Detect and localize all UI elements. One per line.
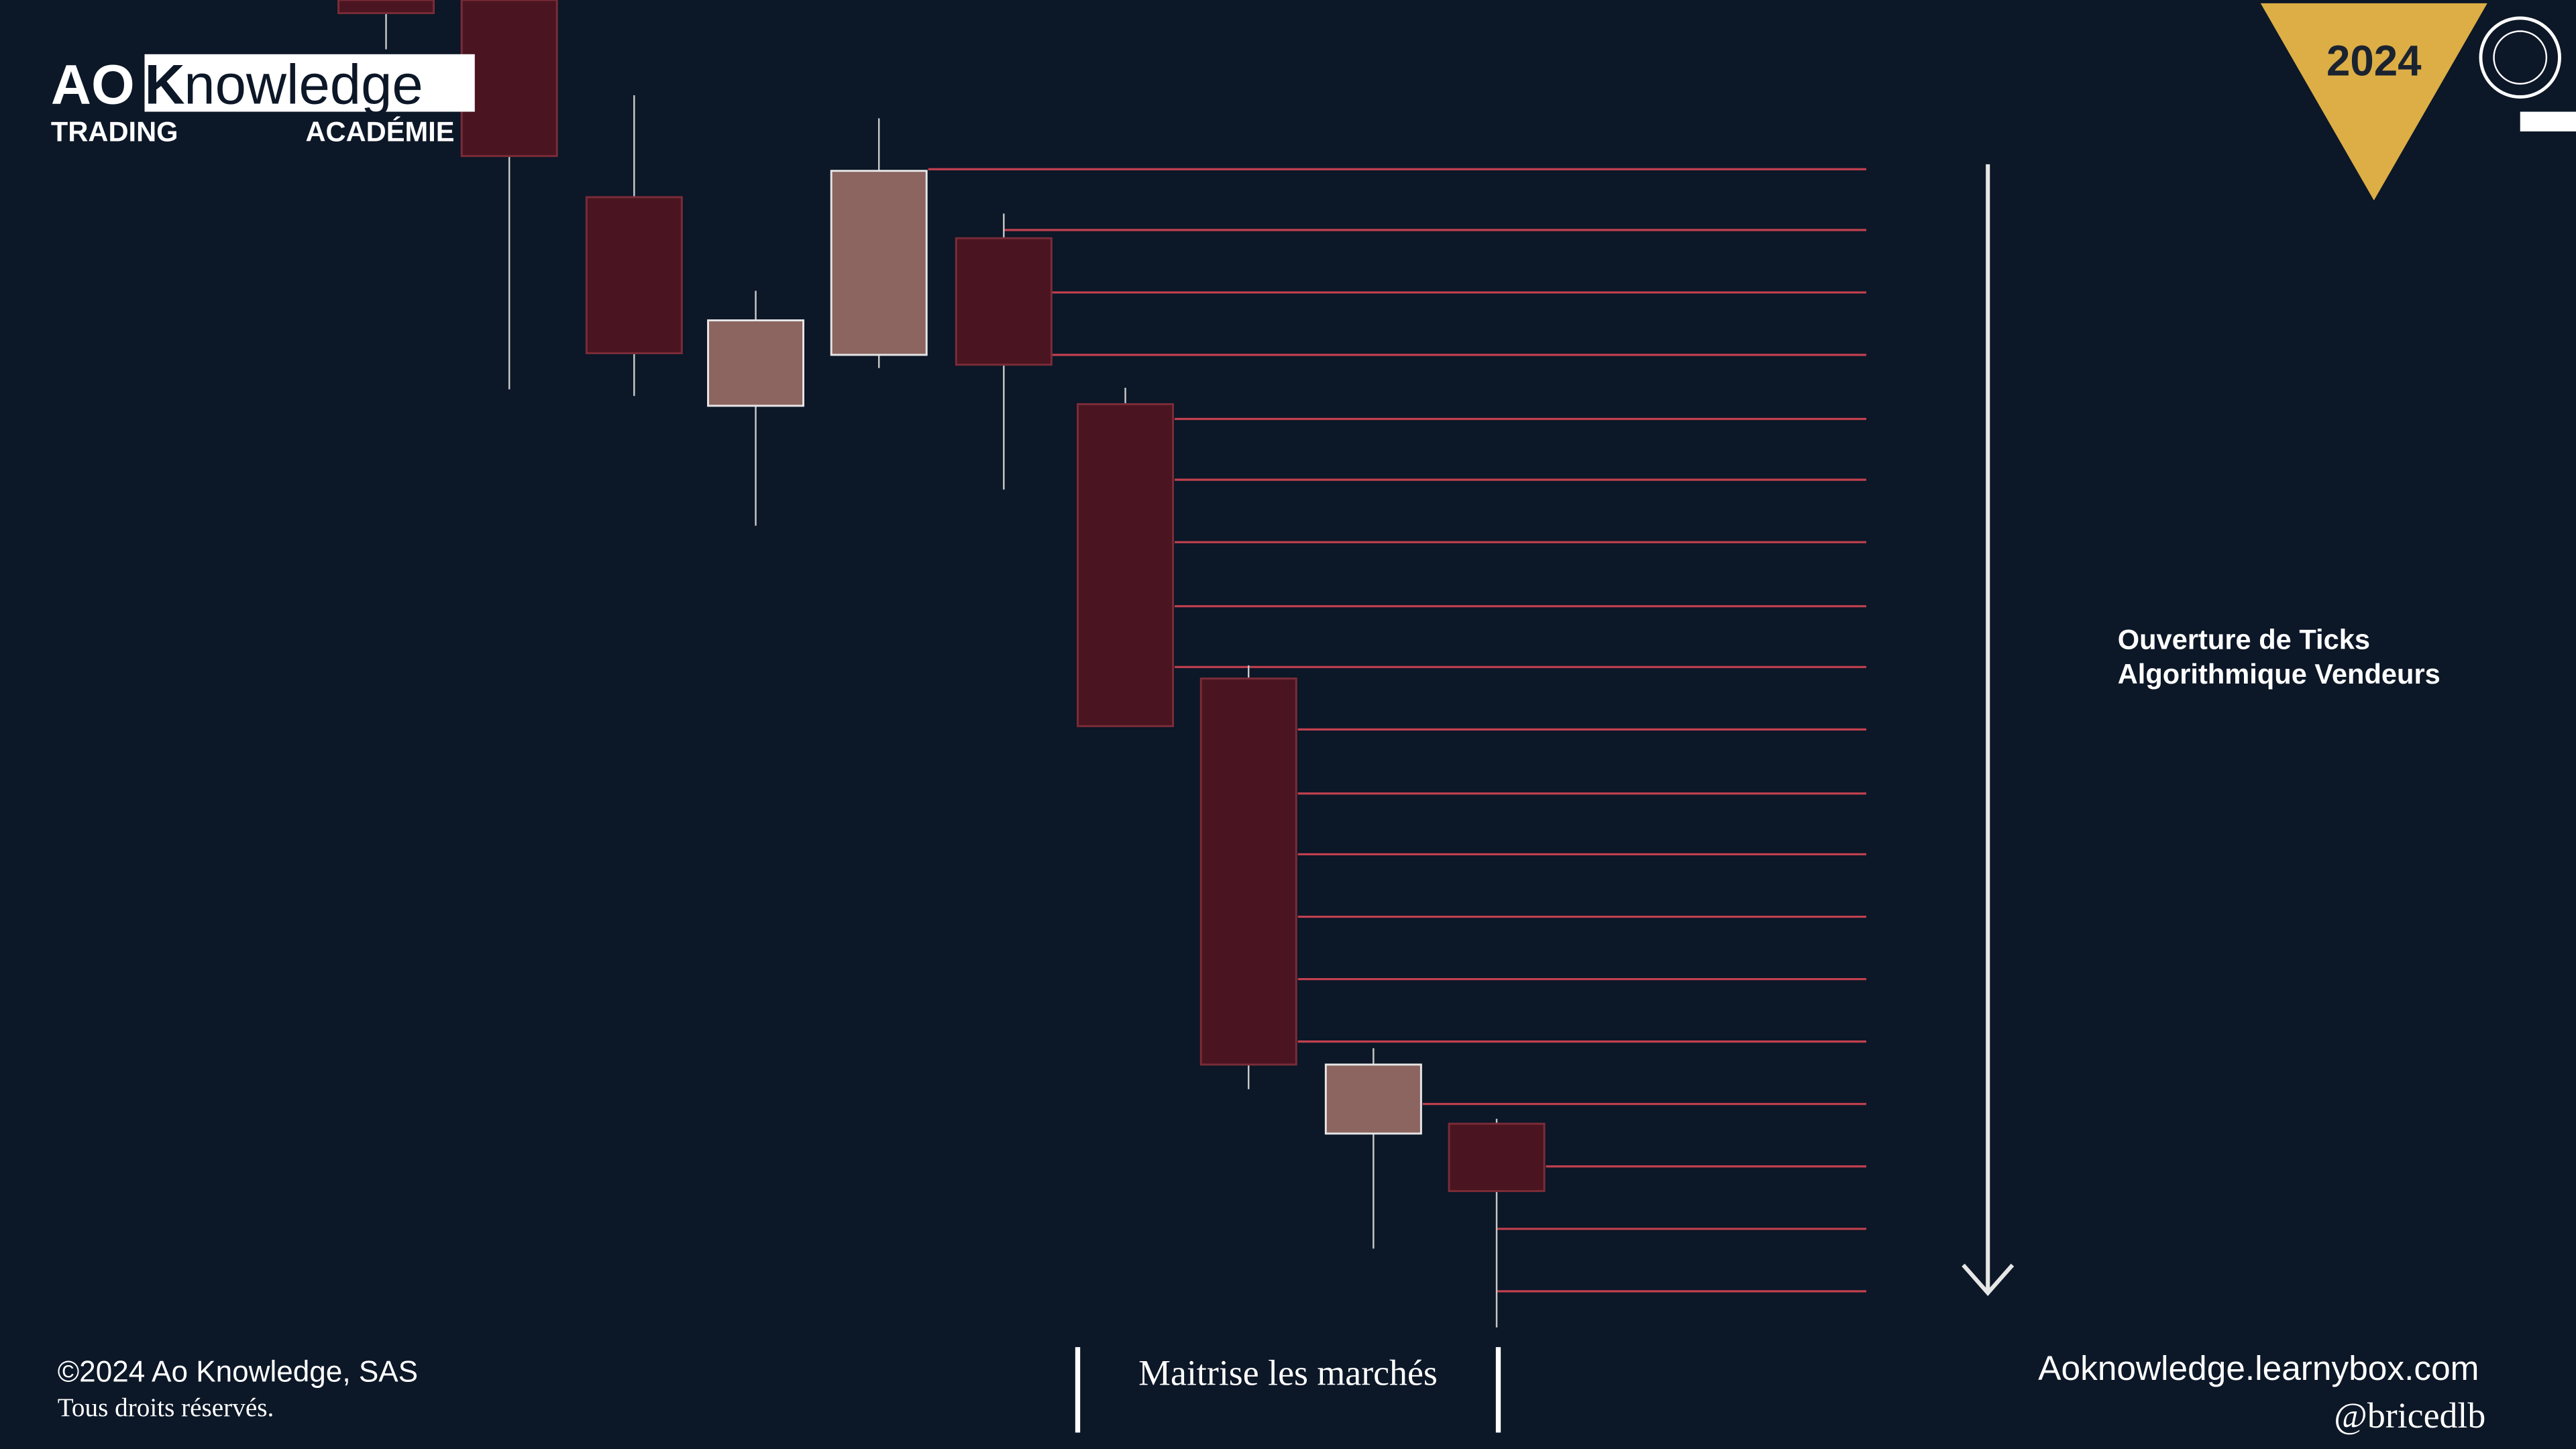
candle-body bbox=[1199, 677, 1297, 1066]
logo-subtitle: ACADÉMIE bbox=[306, 116, 455, 148]
logo-text: nowledge bbox=[184, 53, 423, 115]
candle-body bbox=[585, 196, 683, 354]
badge-text: 2024 bbox=[2326, 38, 2422, 85]
arrow-head bbox=[1962, 1263, 2015, 1296]
tick-levels bbox=[928, 168, 1867, 1293]
seal bbox=[2479, 16, 2561, 99]
candle-body bbox=[830, 170, 928, 356]
candle-body bbox=[955, 237, 1053, 366]
website: Aoknowledge.learnybox.com bbox=[2038, 1348, 2479, 1387]
tagline: Maitrise les marchés bbox=[1138, 1352, 1438, 1393]
candle-body bbox=[1077, 402, 1175, 727]
candle-body bbox=[337, 0, 435, 15]
copyright: ©2024 Ao Knowledge, SAS bbox=[58, 1356, 418, 1389]
candle-body bbox=[1448, 1122, 1546, 1192]
corner-bar bbox=[2520, 111, 2576, 131]
logo-text: AO bbox=[51, 53, 135, 115]
rights: Tous droits réservés. bbox=[58, 1393, 274, 1422]
logo-subtitle: TRADING bbox=[51, 116, 178, 148]
seal bbox=[2493, 30, 2548, 85]
candle-body bbox=[460, 0, 558, 158]
handle: @bricedlb bbox=[2334, 1395, 2485, 1436]
badge-triangle bbox=[2260, 3, 2487, 201]
candle-body bbox=[707, 319, 805, 407]
candle-body bbox=[1324, 1063, 1422, 1135]
logo-box bbox=[144, 54, 475, 112]
annotation: Algorithmique Vendeurs bbox=[2118, 658, 2440, 690]
candles bbox=[337, 0, 1546, 1328]
logo-text: K bbox=[145, 53, 185, 115]
annotation: Ouverture de Ticks bbox=[2118, 623, 2370, 655]
